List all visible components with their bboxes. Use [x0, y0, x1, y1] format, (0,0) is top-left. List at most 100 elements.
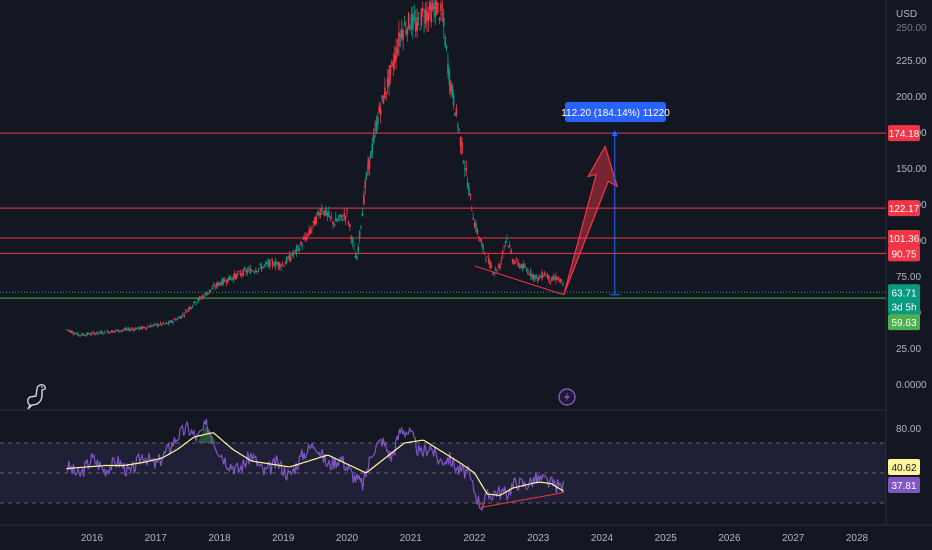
- candle-body: [337, 218, 340, 221]
- candle-body: [224, 279, 226, 282]
- candle-body: [382, 96, 385, 104]
- candle-body: [256, 271, 259, 273]
- candle-body: [255, 270, 257, 272]
- candle-body: [410, 14, 413, 29]
- candle-body: [507, 245, 510, 247]
- candle-body: [118, 331, 121, 332]
- candle-body: [510, 250, 512, 253]
- candle-body: [435, 2, 438, 15]
- candle-body: [120, 330, 122, 332]
- candle-body: [297, 245, 299, 248]
- candle-body: [221, 279, 223, 286]
- x-tick-label: 2020: [336, 533, 359, 544]
- candle-body: [159, 322, 162, 325]
- candle-body: [215, 283, 218, 287]
- candle-body: [252, 270, 254, 272]
- rsi-ma-value-tag-box: [888, 477, 920, 493]
- candle-body: [76, 332, 79, 336]
- candle-body: [126, 329, 128, 330]
- candle-body: [322, 212, 324, 214]
- lightning-icon[interactable]: [558, 388, 576, 406]
- drawing-annotations: 112.20 (184.14%) 11220: [474, 102, 670, 296]
- candle-body: [133, 329, 135, 331]
- candle-body: [412, 13, 414, 30]
- candle-body: [433, 5, 435, 10]
- dinosaur-logo-icon[interactable]: [27, 384, 46, 410]
- candle-body: [351, 239, 354, 243]
- candle-body: [445, 46, 448, 49]
- candle-body: [419, 29, 421, 30]
- candle-body: [347, 221, 350, 224]
- candle-body: [306, 233, 309, 236]
- price-level-tag-box: [888, 245, 920, 262]
- candle-body: [454, 112, 456, 116]
- candle-body: [248, 268, 250, 270]
- candle-body: [67, 329, 69, 331]
- candle-body: [375, 122, 378, 133]
- candle-body: [107, 331, 110, 334]
- candle-body: [461, 141, 463, 154]
- candle-body: [370, 151, 372, 159]
- candle-body: [292, 253, 295, 255]
- candle-body: [170, 320, 173, 323]
- candle-body: [152, 324, 155, 326]
- candle-body: [278, 262, 281, 268]
- x-tick-label: 2026: [718, 533, 741, 544]
- candle-body: [508, 245, 511, 247]
- candle-body: [169, 321, 172, 323]
- candle-body: [260, 266, 263, 270]
- price-level-lines: [0, 132, 886, 299]
- candle-body: [534, 275, 536, 280]
- candle-body: [468, 187, 470, 196]
- candle-body: [501, 250, 504, 255]
- candle-body: [403, 23, 406, 26]
- y-tick-label: 200.00: [896, 92, 927, 103]
- candle-body: [420, 8, 423, 26]
- candle-body: [430, 4, 432, 23]
- candle-body: [165, 322, 167, 324]
- candle-body: [525, 269, 528, 271]
- candle-body: [452, 93, 455, 106]
- candle-body: [333, 224, 336, 226]
- price-level-tag-box: [888, 200, 920, 217]
- rsi-y-tick-label: 80.00: [896, 424, 921, 435]
- candle-body: [263, 264, 266, 266]
- candle-body: [346, 210, 348, 212]
- candle-body: [134, 328, 137, 330]
- candle-body: [71, 331, 73, 333]
- candle-body: [426, 10, 428, 20]
- candle-body: [149, 325, 152, 328]
- candle-body: [191, 305, 194, 307]
- candle-body: [405, 31, 407, 34]
- candle-body: [259, 264, 261, 266]
- x-tick-label: 2027: [782, 533, 805, 544]
- candle-body: [371, 143, 374, 153]
- candle-body: [361, 212, 364, 217]
- candle-body: [212, 285, 215, 287]
- candle-body: [549, 281, 552, 283]
- candle-body: [325, 208, 327, 216]
- candle-body: [559, 278, 561, 282]
- candle-body: [473, 222, 476, 227]
- candle-body: [273, 265, 275, 267]
- candle-body: [472, 218, 475, 220]
- candle-body: [274, 261, 277, 267]
- candle-body: [535, 274, 538, 277]
- candle-body: [449, 82, 452, 91]
- candle-body: [555, 275, 557, 281]
- candle-body: [485, 258, 487, 260]
- candle-body: [466, 182, 469, 188]
- candle-body: [117, 329, 120, 332]
- candle-body: [97, 332, 100, 334]
- candle-body: [242, 269, 245, 276]
- candle-body: [399, 34, 402, 37]
- candle-body: [104, 333, 107, 334]
- candle-body: [193, 301, 195, 304]
- candle-body: [183, 314, 186, 316]
- candle-body: [177, 317, 180, 318]
- candle-body: [280, 265, 282, 267]
- candle-body: [82, 334, 85, 336]
- candle-body: [196, 301, 198, 303]
- candle-body: [379, 108, 382, 116]
